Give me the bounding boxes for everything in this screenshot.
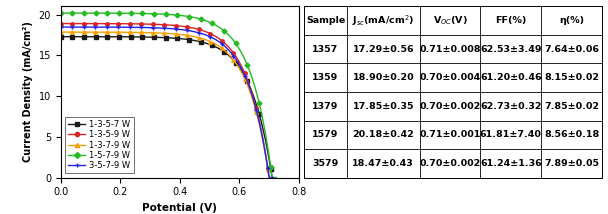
Text: 0.70±0.002: 0.70±0.002 — [420, 102, 481, 111]
1-3-5-9 W — [266, 176, 273, 179]
Text: 1357: 1357 — [313, 45, 339, 54]
3-5-7-9 W — [159, 27, 167, 29]
1-3-5-7 W — [268, 170, 275, 173]
Text: 1579: 1579 — [313, 130, 339, 139]
Text: 7.64±0.06: 7.64±0.06 — [544, 45, 599, 54]
1-3-7-9 W — [159, 32, 167, 34]
Line: 1-3-5-9 W: 1-3-5-9 W — [59, 22, 275, 179]
1-5-7-9 W — [57, 12, 64, 14]
Text: 0.71±0.001: 0.71±0.001 — [420, 130, 481, 139]
1-3-7-9 W — [231, 61, 238, 63]
1-3-5-9 W — [231, 54, 238, 56]
1-3-5-9 W — [172, 24, 179, 27]
1-3-7-9 W — [57, 31, 64, 33]
Text: 61.81±7.40: 61.81±7.40 — [480, 130, 542, 139]
1-5-7-9 W — [161, 13, 168, 15]
1-3-5-9 W — [57, 22, 64, 25]
1-5-7-9 W — [234, 45, 241, 47]
3-5-7-9 W — [231, 56, 238, 59]
Text: 0.71±0.008: 0.71±0.008 — [420, 45, 481, 54]
1-5-7-9 W — [273, 176, 280, 179]
Text: 17.85±0.35: 17.85±0.35 — [353, 102, 414, 111]
1-3-7-9 W — [172, 33, 179, 35]
Text: 1379: 1379 — [313, 102, 339, 111]
Text: 0.70±0.004: 0.70±0.004 — [420, 73, 481, 82]
1-3-5-7 W — [234, 64, 241, 66]
Text: 3579: 3579 — [313, 159, 339, 168]
Y-axis label: Current Density (mA/cm²): Current Density (mA/cm²) — [23, 22, 33, 162]
Text: V$_{OC}$(V): V$_{OC}$(V) — [433, 14, 468, 27]
Text: FF(%): FF(%) — [495, 16, 527, 25]
3-5-7-9 W — [264, 170, 272, 172]
1-3-5-7 W — [174, 37, 181, 40]
Line: 3-5-7-9 W: 3-5-7-9 W — [59, 25, 275, 179]
1-3-5-7 W — [57, 35, 64, 38]
1-5-7-9 W — [269, 176, 276, 179]
1-5-7-9 W — [268, 169, 275, 172]
1-3-5-7 W — [185, 38, 193, 41]
Text: 61.20±0.46: 61.20±0.46 — [480, 73, 542, 82]
1-5-7-9 W — [159, 13, 167, 15]
Line: 1-3-5-7 W: 1-3-5-7 W — [59, 35, 278, 179]
Line: 1-3-7-9 W: 1-3-7-9 W — [59, 30, 275, 179]
3-5-7-9 W — [158, 27, 165, 29]
Text: 18.47±0.43: 18.47±0.43 — [353, 159, 414, 168]
3-5-7-9 W — [266, 176, 273, 179]
3-5-7-9 W — [270, 176, 277, 179]
Text: 62.53±3.49: 62.53±3.49 — [480, 45, 542, 54]
3-5-7-9 W — [57, 26, 64, 28]
Text: 7.85±0.02: 7.85±0.02 — [544, 102, 599, 111]
Text: 1359: 1359 — [313, 73, 339, 82]
1-3-5-7 W — [159, 36, 167, 39]
1-3-7-9 W — [270, 176, 277, 179]
Text: 62.73±0.32: 62.73±0.32 — [480, 102, 542, 111]
3-5-7-9 W — [184, 29, 191, 32]
Line: 1-5-7-9 W: 1-5-7-9 W — [59, 11, 278, 179]
1-3-5-7 W — [273, 176, 280, 179]
1-3-7-9 W — [266, 176, 273, 179]
1-3-5-9 W — [159, 23, 167, 26]
Legend: 1-3-5-7 W, 1-3-5-9 W, 1-3-7-9 W, 1-5-7-9 W, 3-5-7-9 W: 1-3-5-7 W, 1-3-5-9 W, 1-3-7-9 W, 1-5-7-9… — [65, 117, 134, 174]
1-3-7-9 W — [264, 170, 272, 173]
Text: 18.90±0.20: 18.90±0.20 — [353, 73, 414, 82]
1-3-5-9 W — [184, 26, 191, 28]
1-3-5-9 W — [158, 23, 165, 26]
1-3-7-9 W — [184, 34, 191, 37]
Text: 0.70±0.002: 0.70±0.002 — [420, 159, 481, 168]
3-5-7-9 W — [172, 28, 179, 30]
Text: 20.18±0.42: 20.18±0.42 — [353, 130, 414, 139]
Text: η(%): η(%) — [559, 16, 584, 25]
1-5-7-9 W — [185, 15, 193, 18]
1-5-7-9 W — [174, 14, 181, 16]
1-3-7-9 W — [158, 32, 165, 34]
Text: 17.29±0.56: 17.29±0.56 — [353, 45, 414, 54]
Text: 8.56±0.18: 8.56±0.18 — [544, 130, 599, 139]
Text: 7.89±0.05: 7.89±0.05 — [544, 159, 599, 168]
Text: Sample: Sample — [306, 16, 345, 25]
X-axis label: Potential (V): Potential (V) — [142, 203, 217, 213]
1-3-5-7 W — [161, 36, 168, 39]
Text: 8.15±0.02: 8.15±0.02 — [544, 73, 599, 82]
Text: J$_{sc}$(mA/cm$^2$): J$_{sc}$(mA/cm$^2$) — [352, 13, 415, 28]
1-3-5-7 W — [269, 176, 276, 179]
1-3-5-9 W — [264, 170, 272, 172]
1-3-5-9 W — [270, 176, 277, 179]
Text: 61.24±1.36: 61.24±1.36 — [480, 159, 542, 168]
